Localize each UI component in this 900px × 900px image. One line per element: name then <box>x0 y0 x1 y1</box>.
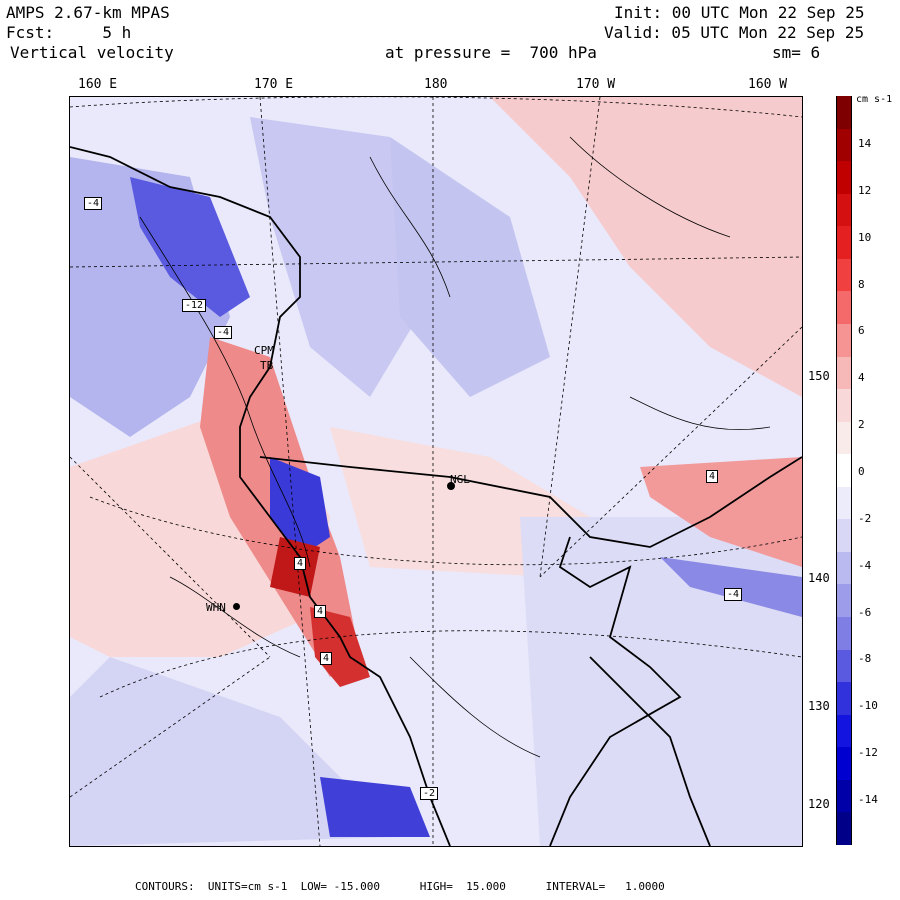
lon-label-170w: 170 W <box>576 77 616 92</box>
smoothing-info: sm= 6 <box>772 43 821 62</box>
contour-label: -4 <box>724 588 743 601</box>
station-cpm: CPM <box>254 344 274 357</box>
updraft-region-northeast <box>490 97 802 397</box>
colorbar-swatch <box>836 682 852 716</box>
colorbar-swatch <box>836 779 852 813</box>
colorbar-swatch <box>836 486 852 520</box>
colorbar-swatch <box>836 389 852 423</box>
transantarctic-downdraft <box>130 177 250 317</box>
contour-info: CONTOURS: UNITS=cm s-1 LOW= -15.000 HIGH… <box>135 880 665 893</box>
station-tb: TB <box>260 359 274 372</box>
colorbar-swatch <box>836 812 852 846</box>
ross-downdraft <box>270 457 330 557</box>
colorbar-swatch <box>836 551 852 585</box>
colorbar-tick-label: -6 <box>858 605 872 619</box>
contour-label: 4 <box>320 652 333 665</box>
contour-label: -12 <box>182 299 207 312</box>
colorbar-swatch <box>836 291 852 325</box>
colorbar-tick-label: 4 <box>858 371 865 385</box>
lon-label-170e: 170 E <box>254 77 294 92</box>
east-updraft-streak <box>640 457 802 567</box>
colorbar-swatch <box>836 128 852 162</box>
south-downdraft-cluster <box>320 777 430 837</box>
contour-label: 4 <box>706 470 719 483</box>
station-whn: WHN <box>206 601 226 614</box>
colorbar-tick-label: -10 <box>858 699 878 713</box>
forecast-hour: Fcst: 5 h <box>6 24 131 42</box>
colorbar-tick-label: -8 <box>858 652 872 666</box>
colorbar-tick-label: 0 <box>858 465 865 478</box>
contour-label: -4 <box>214 326 233 339</box>
valid-time: Valid: 05 UTC Mon 22 Sep 25 <box>604 23 865 42</box>
model-title: AMPS 2.67-km MPAS <box>6 3 170 22</box>
contour-label: -4 <box>84 197 103 210</box>
contour-lines <box>139 136 771 758</box>
lon-label-160e: 160 E <box>78 77 118 92</box>
station-ngl-marker <box>447 482 455 490</box>
south-updraft <box>310 607 370 687</box>
colorbar-swatch <box>836 519 852 553</box>
variable-name: Vertical velocity <box>10 43 174 62</box>
colorbar-swatch <box>836 584 852 618</box>
colorbar-swatch <box>836 421 852 455</box>
downdraft-region-south <box>70 657 400 846</box>
colorbar-tick-label: 8 <box>858 277 865 291</box>
colorbar-tick-label: 14 <box>858 137 872 150</box>
coastline <box>70 146 802 846</box>
forecast-value: 5 h <box>102 23 132 42</box>
colorbar-tick-label: 12 <box>858 183 872 197</box>
map-panel: CPM TB NGL WHN -4 -12 -4 4 4 4 -4 -2 4 <box>69 96 803 847</box>
lon-label-180: 180 <box>424 77 448 92</box>
graticule <box>70 97 802 846</box>
station-whn-marker <box>233 603 240 610</box>
colorbar-swatch <box>836 454 852 488</box>
colorbar-swatch <box>836 96 852 130</box>
colorbar-tick-label: 10 <box>858 230 872 244</box>
colorbar-swatch <box>836 617 852 651</box>
downdraft-band <box>390 137 550 397</box>
forecast-label: Fcst: <box>6 23 55 42</box>
colorbar-tick-label: -12 <box>858 746 878 760</box>
colorbar-tick-label: 2 <box>858 418 865 432</box>
colorbar-tick-label: 6 <box>858 324 865 338</box>
colorbar-swatch <box>836 193 852 227</box>
colorbar-unit: cm s-1 <box>856 94 893 105</box>
colorbar-swatch <box>836 323 852 358</box>
downdraft-region-north <box>250 117 430 397</box>
station-ngl: NGL <box>450 473 470 486</box>
vertical-velocity-field <box>70 97 802 846</box>
colorbar-swatch <box>836 649 852 683</box>
colorbar-swatch <box>836 356 852 390</box>
colorbar-swatch <box>836 226 852 260</box>
east-downdraft-streak <box>660 557 802 617</box>
colorbar-tick-label: -4 <box>858 558 872 572</box>
lon-label-160w: 160 W <box>748 77 788 92</box>
contour-label: 4 <box>294 557 307 570</box>
init-time: Init: 00 UTC Mon 22 Sep 25 <box>614 3 865 22</box>
downdraft-region-east <box>520 517 802 846</box>
colorbar-tick-label: -2 <box>858 511 872 525</box>
pressure-level: at pressure = 700 hPa <box>385 43 597 62</box>
contour-label: 4 <box>314 605 327 618</box>
colorbar-swatch <box>836 161 852 195</box>
contour-label: -2 <box>420 787 439 800</box>
colorbar-tick-label: -14 <box>858 793 878 806</box>
colorbar-swatch <box>836 258 852 292</box>
colorbar-swatch <box>836 714 852 748</box>
colorbar-swatch <box>836 747 852 781</box>
